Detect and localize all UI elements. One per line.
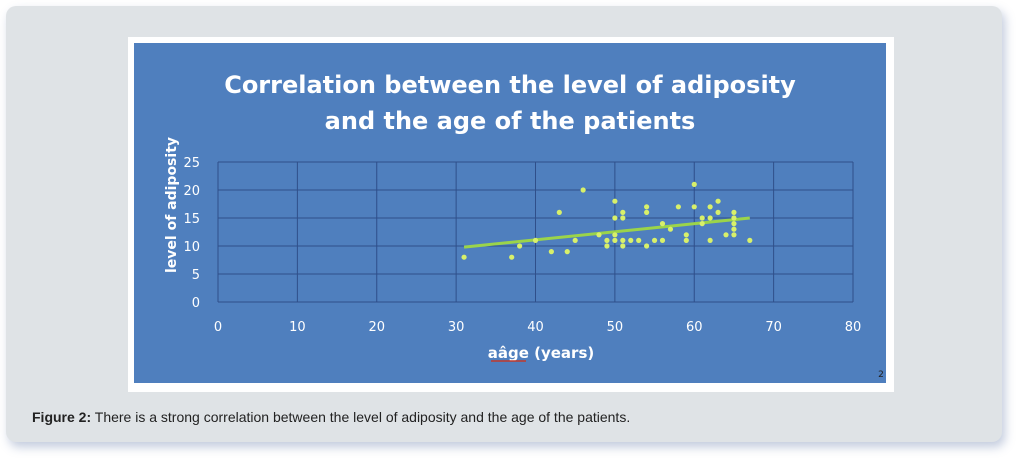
data-point — [644, 204, 650, 210]
data-point — [731, 215, 737, 221]
data-point — [715, 198, 721, 204]
scatter-chart: Correlation between the level of adiposi… — [128, 37, 894, 392]
data-point — [604, 237, 610, 243]
chart-container: Correlation between the level of adiposi… — [128, 37, 894, 392]
data-point — [628, 237, 634, 243]
data-point — [620, 243, 626, 249]
x-tick-label: 50 — [607, 320, 624, 335]
y-tick-label: 25 — [183, 156, 200, 171]
figure-card: Correlation between the level of adiposi… — [6, 6, 1002, 442]
data-point — [723, 232, 729, 238]
x-tick-label: 40 — [527, 320, 544, 335]
y-tick-label: 0 — [192, 296, 200, 311]
data-point — [731, 221, 737, 227]
y-tick-label: 5 — [192, 268, 200, 283]
data-point — [747, 237, 753, 243]
data-point — [620, 209, 626, 215]
data-point — [636, 237, 642, 243]
x-axis-label: aâge (years) — [488, 344, 595, 362]
data-point — [509, 254, 515, 260]
x-tick-label: 20 — [368, 320, 385, 335]
data-point — [580, 187, 586, 193]
data-point — [731, 209, 737, 215]
data-point — [731, 226, 737, 232]
y-tick-label: 20 — [183, 184, 200, 199]
data-point — [644, 209, 650, 215]
data-point — [612, 215, 618, 221]
data-point — [675, 204, 681, 210]
data-point — [564, 249, 570, 255]
data-point — [707, 215, 713, 221]
chart-background — [134, 43, 886, 383]
x-tick-label: 70 — [765, 320, 782, 335]
data-point — [691, 204, 697, 210]
y-tick-label: 15 — [183, 212, 200, 227]
x-tick-labels: 0 10 20 30 40 50 60 70 80 — [214, 320, 861, 335]
y-tick-labels: 0 5 10 15 20 25 — [183, 156, 200, 311]
data-point — [612, 232, 618, 238]
data-point — [461, 254, 467, 260]
y-tick-label: 10 — [183, 240, 200, 255]
data-point — [667, 226, 674, 232]
data-point — [517, 243, 523, 249]
data-point — [707, 237, 713, 243]
data-point — [620, 215, 626, 221]
data-point — [659, 221, 666, 227]
x-tick-label: 0 — [214, 320, 222, 335]
data-point — [596, 232, 602, 238]
data-point — [548, 249, 554, 255]
data-points — [461, 181, 753, 260]
data-point — [659, 237, 666, 243]
data-point — [683, 232, 689, 238]
y-axis-label: level of adiposity — [164, 137, 180, 273]
x-tick-label: 10 — [289, 320, 306, 335]
data-point — [644, 243, 650, 249]
data-point — [612, 198, 618, 204]
data-point — [683, 237, 689, 243]
data-point — [532, 237, 539, 243]
x-tick-label: 60 — [686, 320, 703, 335]
stray-mark: 2 — [878, 370, 884, 380]
chart-title-line1: Correlation between the level of adiposi… — [224, 71, 796, 99]
data-point — [612, 237, 618, 243]
x-tick-label: 80 — [845, 320, 862, 335]
data-point — [620, 237, 626, 243]
data-point — [572, 237, 578, 243]
data-point — [715, 209, 721, 215]
data-point — [699, 215, 705, 221]
data-point — [651, 237, 658, 243]
data-point — [699, 221, 705, 227]
figure-label: Figure 2: — [32, 409, 92, 425]
x-tick-label: 30 — [448, 320, 465, 335]
data-point — [691, 181, 697, 187]
chart-title-line2: and the age of the patients — [325, 107, 696, 135]
data-point — [604, 243, 610, 249]
data-point — [556, 209, 562, 215]
data-point — [707, 204, 713, 210]
caption-text: There is a strong correlation between th… — [94, 409, 631, 425]
figure-caption: Figure 2: There is a strong correlation … — [32, 409, 630, 425]
data-point — [731, 232, 737, 238]
